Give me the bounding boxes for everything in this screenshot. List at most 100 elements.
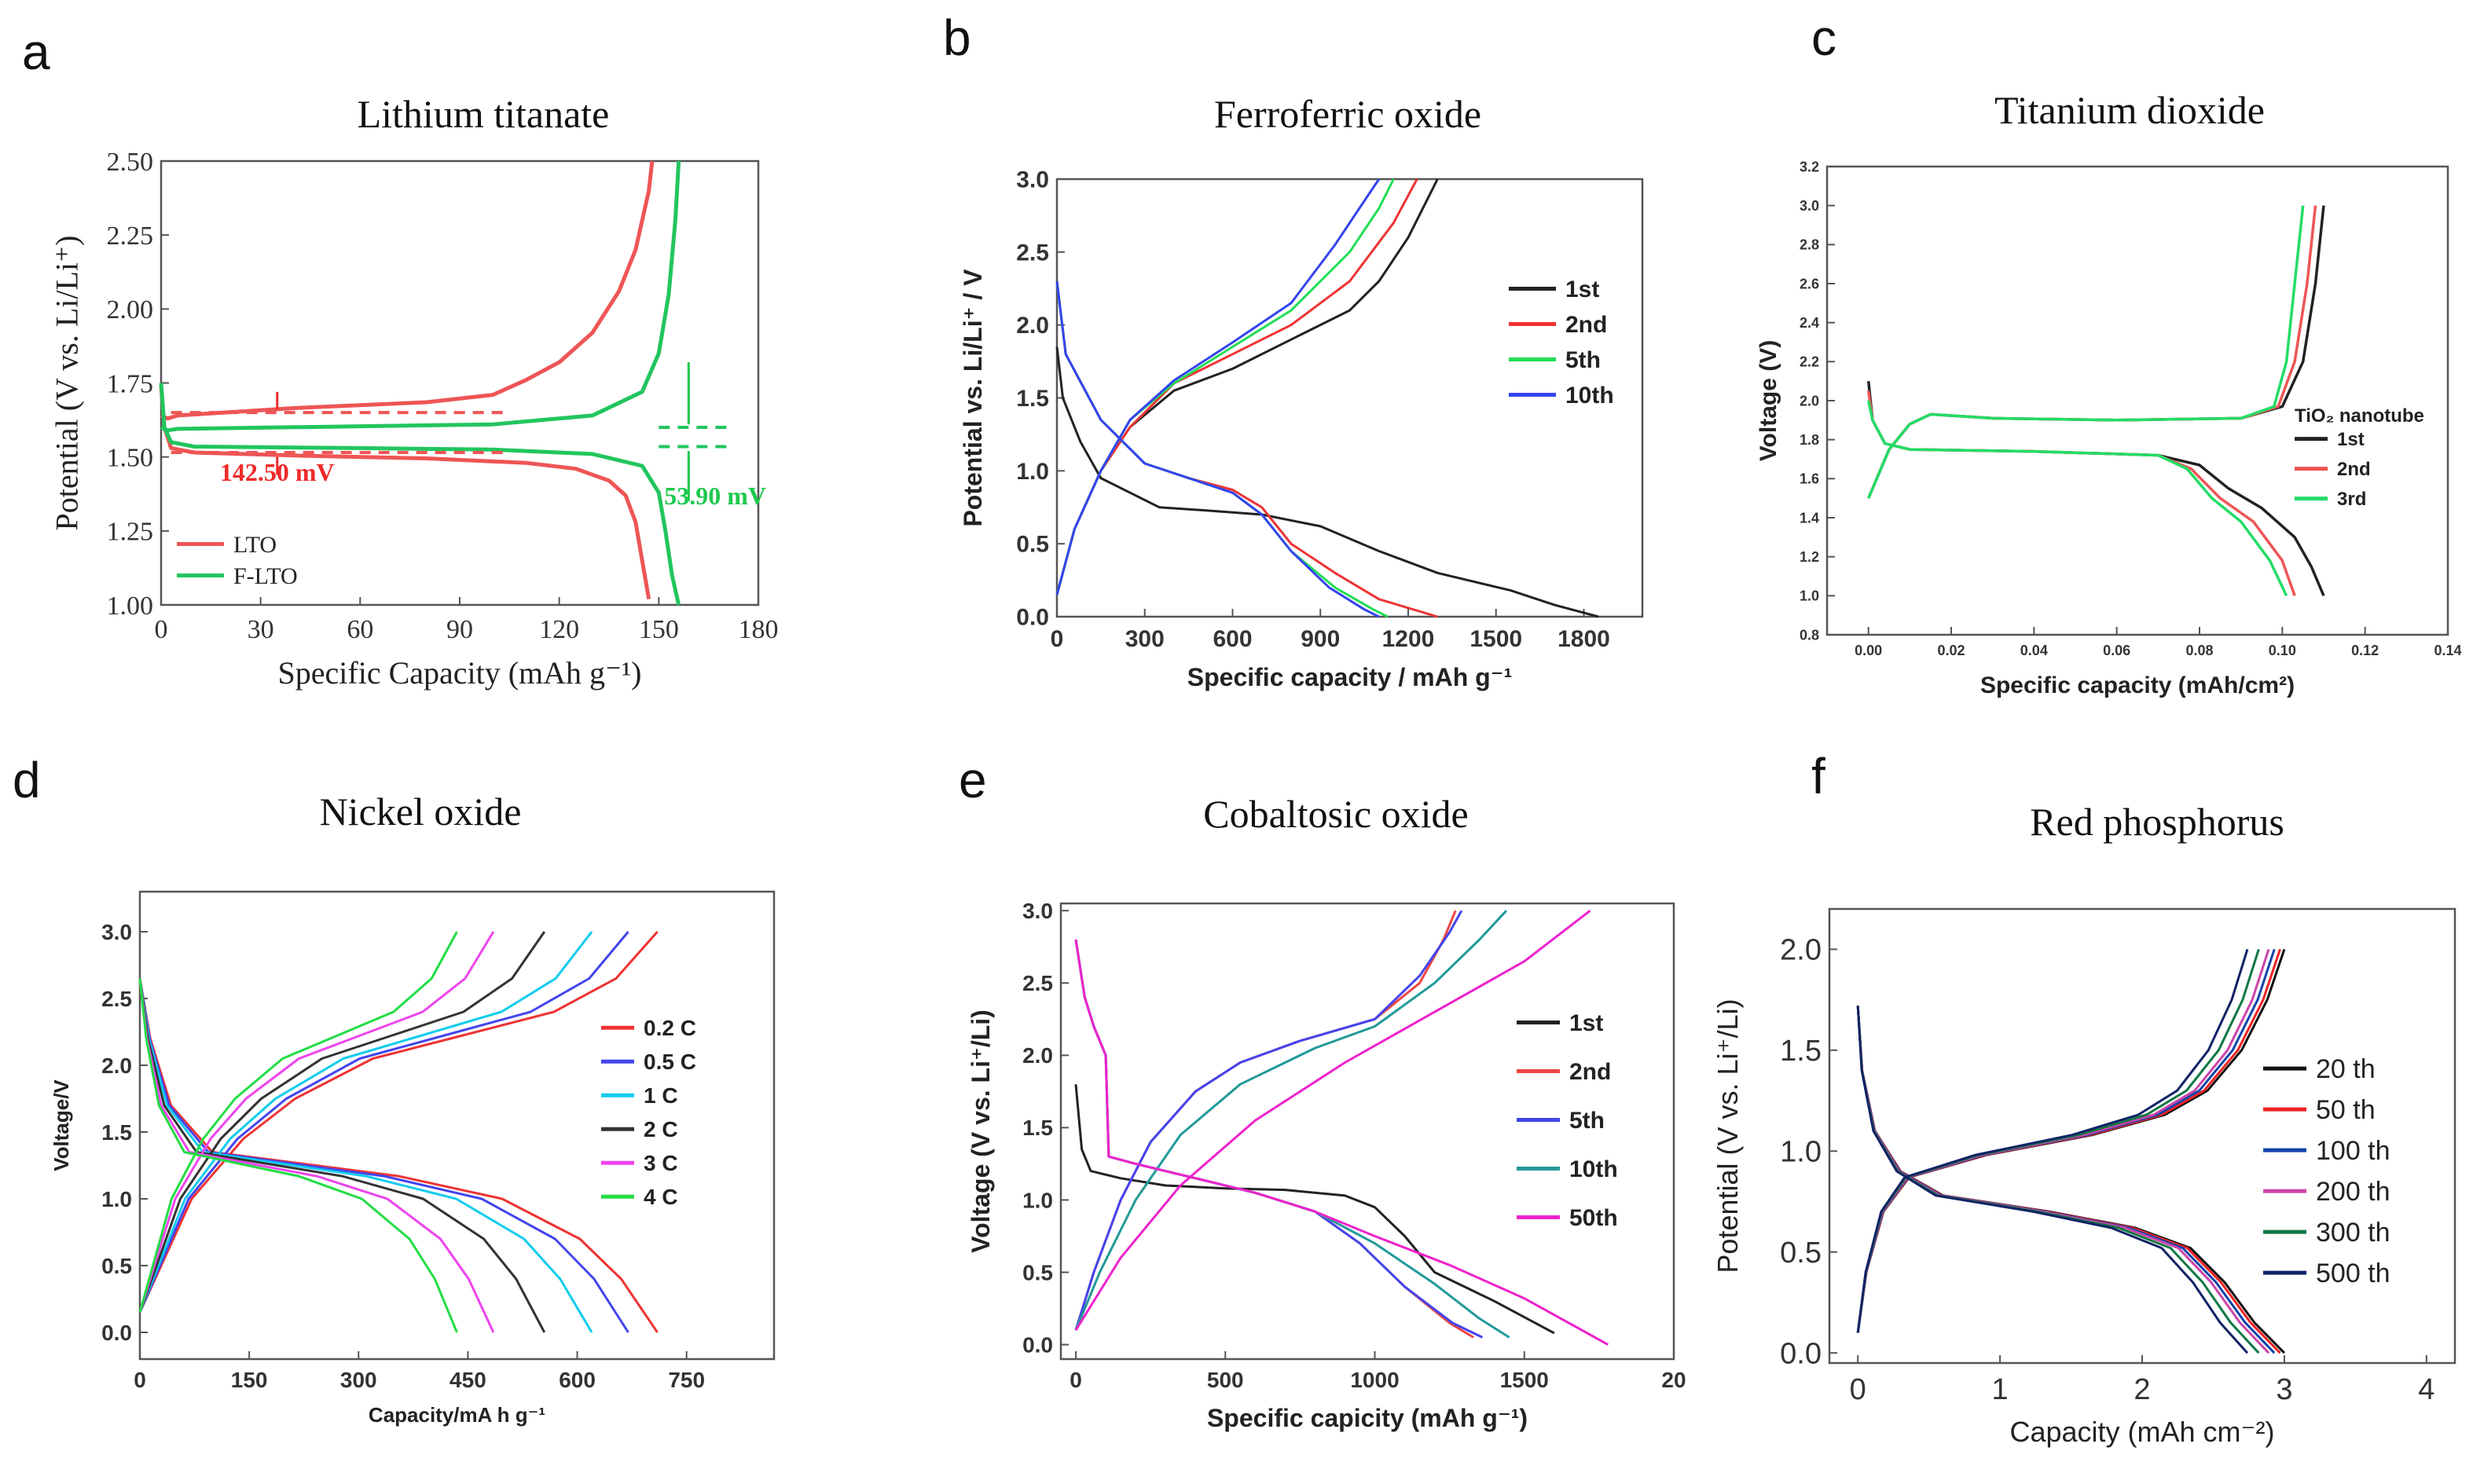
series-group-f (1856, 948, 2286, 1354)
legend-entry: 300 th (2316, 1218, 2390, 1248)
x-tick-label: 1 (1992, 1373, 2009, 1406)
y-tick-label: 1.5 (1780, 1035, 1822, 1068)
x-tick-label: 1500 (1469, 626, 1522, 652)
legend-entry: 2nd (1569, 1059, 1611, 1085)
chart-title-f: Red phosphorus (2030, 800, 2284, 844)
y-axis-label: Potential (V vs. Li/Li⁺) (50, 236, 85, 531)
y-tick-label: 2.4 (1800, 315, 1819, 331)
y-tick-label: 1.0 (1780, 1136, 1822, 1169)
x-tick-label: 0.08 (2185, 643, 2213, 658)
y-tick-label: 2.25 (107, 222, 154, 251)
panel-label-d: d (13, 752, 41, 808)
y-tick-label: 1.50 (107, 444, 154, 473)
series-line-e-2-1 (1074, 910, 1457, 1331)
legend-entry: 1st (2337, 429, 2365, 450)
series-line-d-6-2 (138, 978, 458, 1333)
series-group-a (159, 160, 681, 606)
legend-e: 1st 2nd 5th 10th 50th (1517, 1010, 1618, 1231)
y-tick-label: 2.50 (107, 148, 154, 177)
y-tick-label: 1.5 (101, 1120, 132, 1145)
x-tick-label: 150 (639, 615, 679, 644)
legend-entry: 1st (1569, 1010, 1603, 1036)
x-tick-label: 120 (539, 615, 579, 644)
panel-label-a: a (22, 24, 50, 80)
legend-entry: 200 th (2316, 1177, 2390, 1207)
x-axis-label: Specific capacity (mAh/cm²) (1980, 672, 2295, 698)
annotation-label: 142.50 mV (220, 458, 335, 486)
legend-entry: 5th (1565, 347, 1601, 373)
y-tick-label: 2.5 (1016, 240, 1049, 266)
y-tick-label: 3.0 (1016, 167, 1049, 193)
y-tick-label: 2.0 (101, 1053, 132, 1078)
chart-title-c: Titanium dioxide (1994, 88, 2265, 132)
series-line-f-6-1 (1856, 948, 2249, 1333)
series-line-d-2-1 (138, 931, 629, 1314)
chart-panel-d: d Nickel oxide 0 150 300 450 600 750 0.0 0.5 1.0 1.… (13, 752, 776, 1427)
legend-entry: 2 C (644, 1117, 678, 1141)
y-tick-label: 0.5 (1780, 1237, 1822, 1270)
y-tick-label: 0.0 (1016, 605, 1049, 631)
chart-panel-a: a Lithium titanate 0 30 60 90 120 150 180 1.00 1.2… (22, 24, 779, 691)
x-tick-label: 0.02 (1937, 643, 1965, 658)
x-tick-label: 1000 (1350, 1368, 1399, 1392)
series-line-e-4-1 (1074, 910, 1507, 1331)
x-tick-label: 0 (1051, 626, 1064, 652)
series-line-a-2-1 (159, 386, 651, 599)
plot-frame-e (1059, 902, 1675, 1361)
series-line-b-2-1 (1055, 178, 1418, 595)
y-tick-label: 2.5 (1022, 971, 1053, 995)
y-tick-label: 0.0 (1780, 1337, 1822, 1370)
x-tick-label: 60 (347, 615, 373, 644)
x-tick-label: 600 (559, 1368, 596, 1392)
y-axis-label: Voltage/V (50, 1079, 73, 1171)
panel-label-c: c (1811, 9, 1836, 66)
y-tick-label: 3.0 (101, 920, 132, 944)
y-tick-label: 1.2 (1800, 549, 1819, 565)
legend-f: 20 th 50 th 100 th 200 th 300 th 500 th (2263, 1054, 2390, 1288)
y-tick-label: 2.5 (101, 987, 132, 1011)
legend-entry: F-LTO (233, 563, 298, 589)
x-tick-label: 750 (668, 1368, 705, 1392)
y-tick-label: 3.0 (1800, 198, 1819, 214)
chart-panel-b: b Ferroferric oxide 0 300 600 900 1200 1500 1800… (943, 9, 1644, 691)
y-tick-label: 3.2 (1800, 159, 1819, 174)
y-tick-label: 2.0 (1780, 934, 1822, 967)
x-axis-label: Specific Capacity (mAh g⁻¹) (278, 655, 642, 691)
x-tick-label: 20 (1661, 1368, 1686, 1392)
plot-frame-c (1825, 165, 2449, 636)
x-tick-label: 0 (134, 1368, 146, 1392)
panel-label-b: b (943, 9, 971, 66)
x-tick-label: 0.14 (2434, 643, 2461, 658)
y-tick-label: 1.5 (1022, 1116, 1053, 1140)
chart-title-b: Ferroferric oxide (1214, 92, 1481, 136)
x-tick-label: 0 (1850, 1373, 1866, 1406)
series-group-e (1074, 910, 1609, 1346)
panel-label-f: f (1811, 748, 1825, 804)
x-tick-label: 300 (340, 1368, 377, 1392)
x-tick-label: 1800 (1558, 626, 1610, 652)
y-axis-label: Voltage (V) (1756, 340, 1781, 461)
series-line-f-1-1 (1856, 948, 2286, 1333)
x-tick-label: 150 (231, 1368, 268, 1392)
series-line-d-5-1 (138, 931, 495, 1313)
legend-entry: 100 th (2316, 1136, 2390, 1166)
series-line-b-1-2 (1055, 346, 1599, 618)
legend-entry: 4 C (644, 1185, 678, 1209)
y-tick-label: 2.0 (1016, 313, 1049, 339)
y-tick-label: 0.8 (1800, 627, 1819, 643)
x-tick-label: 600 (1213, 626, 1252, 652)
series-line-c-3-2 (1866, 400, 2288, 597)
legend-b: 1st 2nd 5th 10th (1509, 277, 1614, 409)
legend-entry: 10th (1565, 383, 1614, 409)
series-line-d-2-2 (138, 978, 629, 1333)
series-line-e-5-1 (1074, 910, 1591, 1331)
chart-title-a: Lithium titanate (358, 92, 610, 136)
x-axis-label: Specific capacity / mAh g⁻¹ (1187, 663, 1512, 691)
x-tick-label: 2 (2134, 1373, 2150, 1406)
series-line-d-3-2 (138, 978, 593, 1333)
x-tick-label: 300 (1125, 626, 1165, 652)
series-group-b (1055, 178, 1599, 618)
y-tick-label: 0.5 (1022, 1260, 1053, 1284)
